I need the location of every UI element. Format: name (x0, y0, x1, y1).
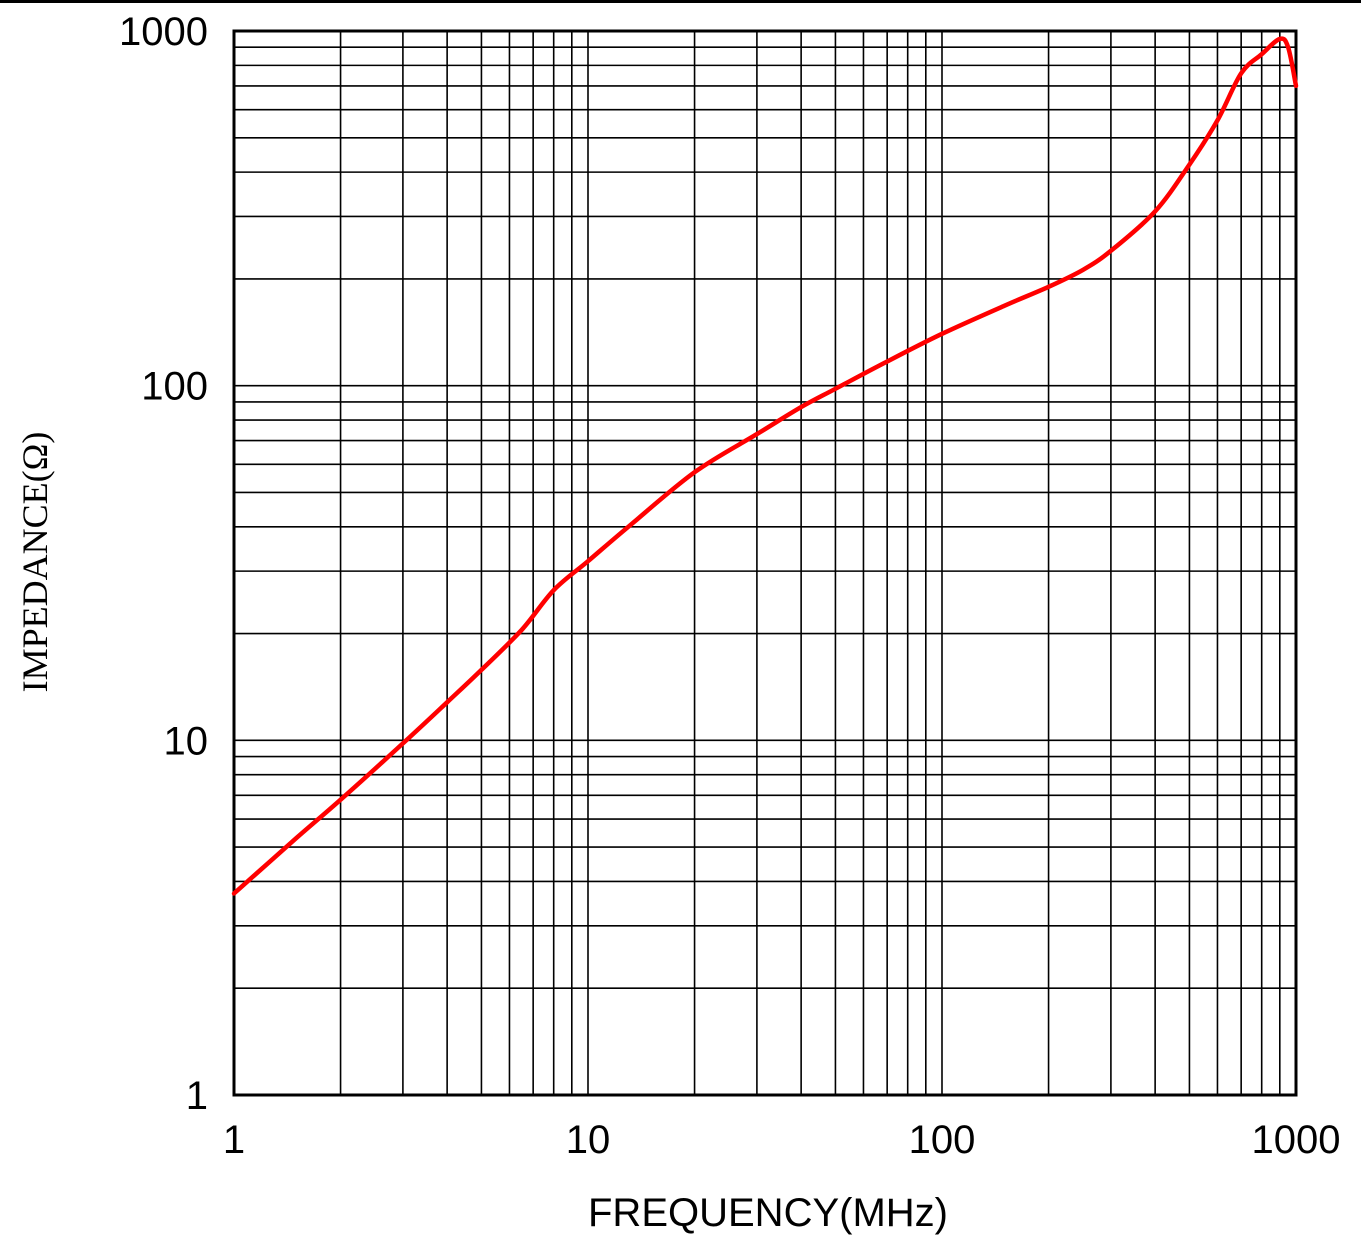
y-tick-label: 1 (186, 1074, 208, 1118)
y-axis-label: IMPEDANCE(Ω) (15, 432, 55, 693)
y-axis-ticks: 1 10 100 1000 (119, 10, 208, 1118)
top-border-line (0, 0, 1361, 3)
y-tick-label: 100 (141, 365, 208, 409)
grid (234, 31, 1296, 1095)
y-tick-label: 1000 (119, 10, 208, 54)
impedance-curve (231, 36, 1299, 896)
x-tick-label: 100 (909, 1118, 976, 1162)
x-tick-label: 1 (223, 1118, 245, 1162)
plot-frame (232, 29, 1298, 1097)
x-axis-ticks: 1 10 100 1000 (223, 1118, 1341, 1162)
y-tick-label: 10 (164, 719, 209, 763)
x-tick-label: 1000 (1252, 1118, 1341, 1162)
x-axis-label: FREQUENCY(MHz) (588, 1191, 948, 1235)
x-tick-label: 10 (566, 1118, 611, 1162)
